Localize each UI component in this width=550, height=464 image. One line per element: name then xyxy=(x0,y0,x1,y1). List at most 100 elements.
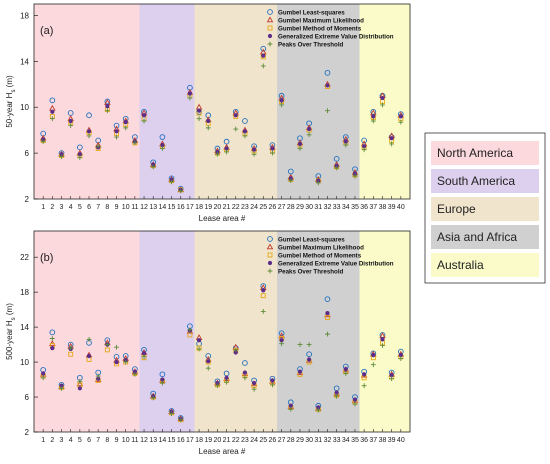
x-tick-label: 5 xyxy=(78,437,82,444)
data-point xyxy=(242,133,248,139)
x-tick-label: 2 xyxy=(50,437,54,444)
data-point xyxy=(141,118,147,124)
legend-label: Gumbel Maximum Likelihood xyxy=(278,245,364,252)
data-point xyxy=(114,129,119,134)
x-tick-label: 18 xyxy=(195,204,203,211)
region-legend-label: North America xyxy=(437,146,513,160)
data-point xyxy=(325,311,330,316)
data-point xyxy=(288,406,294,412)
region-band-asia-and-africa xyxy=(277,231,360,432)
x-tick-label: 4 xyxy=(69,437,73,444)
data-point xyxy=(306,132,312,138)
data-point xyxy=(342,134,349,140)
x-tick-label: 9 xyxy=(115,204,119,211)
region-band-north-america xyxy=(34,4,140,199)
data-point xyxy=(196,346,202,352)
legend-marker xyxy=(267,236,273,242)
x-tick-label: 30 xyxy=(305,437,313,444)
data-point xyxy=(68,351,74,357)
data-point xyxy=(306,342,312,348)
x-tick-label: 13 xyxy=(149,204,157,211)
data-point xyxy=(59,383,64,388)
data-point xyxy=(86,353,92,359)
data-point xyxy=(251,151,257,157)
data-point xyxy=(270,378,275,383)
x-tick-label: 22 xyxy=(232,204,240,211)
data-point xyxy=(307,357,312,362)
x-tick-label: 38 xyxy=(379,204,387,211)
data-point xyxy=(159,371,166,378)
data-point xyxy=(215,383,220,389)
data-point xyxy=(114,344,119,350)
data-point xyxy=(86,129,92,134)
data-point xyxy=(113,353,120,360)
data-point xyxy=(206,359,211,364)
region-legend-swatch xyxy=(431,225,539,249)
y-tick-label: 2 xyxy=(25,195,30,204)
data-point xyxy=(41,371,46,376)
x-tick-label: 24 xyxy=(250,204,258,211)
legend-label: Peaks Over Threshold xyxy=(278,269,344,276)
data-point xyxy=(270,146,275,151)
data-point xyxy=(398,119,404,125)
data-point xyxy=(334,390,339,395)
data-point xyxy=(169,179,174,185)
data-point xyxy=(315,180,321,186)
x-tick-label: 11 xyxy=(131,437,138,444)
data-point xyxy=(233,350,238,355)
region-band-europe xyxy=(194,4,278,199)
x-tick-label: 6 xyxy=(87,437,91,444)
legend-marker xyxy=(266,16,274,23)
x-tick-label: 36 xyxy=(360,437,368,444)
data-point xyxy=(242,370,248,375)
data-point xyxy=(343,142,349,148)
data-point xyxy=(398,352,403,358)
x-tick-label: 40 xyxy=(397,437,405,444)
data-point xyxy=(370,362,376,368)
plot-frame xyxy=(33,230,411,433)
data-point xyxy=(159,134,166,140)
data-point xyxy=(343,371,349,376)
x-tick-label: 38 xyxy=(379,437,387,444)
data-point xyxy=(260,293,266,299)
data-point xyxy=(68,118,73,124)
data-point xyxy=(196,108,202,113)
x-tick-label: 40 xyxy=(397,204,405,211)
x-tick-label: 20 xyxy=(214,204,222,211)
x-tick-label: 20 xyxy=(214,437,222,444)
data-point xyxy=(104,347,110,353)
x-tick-label: 28 xyxy=(287,437,295,444)
region-band-australia xyxy=(359,231,410,432)
x-tick-label: 18 xyxy=(195,437,203,444)
x-tick-label: 23 xyxy=(241,204,249,211)
data-point xyxy=(178,417,184,423)
x-tick-label: 3 xyxy=(60,204,64,211)
data-point xyxy=(297,141,303,147)
x-tick-label: 33 xyxy=(333,437,341,444)
x-tick-label: 1 xyxy=(41,204,45,211)
panel-label: (b) xyxy=(40,252,53,264)
x-tick-label: 6 xyxy=(87,204,91,211)
data-point xyxy=(187,91,193,96)
region-legend-label: South America xyxy=(437,174,515,188)
x-tick-label: 36 xyxy=(360,204,368,211)
data-point xyxy=(389,141,395,147)
data-point xyxy=(132,371,138,377)
legend-marker xyxy=(266,243,274,250)
series-generalized-extreme-value-distribution xyxy=(41,53,403,192)
x-tick-label: 13 xyxy=(149,437,157,444)
x-tick-label: 26 xyxy=(269,204,277,211)
data-point xyxy=(123,359,129,365)
data-point xyxy=(352,397,358,402)
legend-label: Gumbel Least-squares xyxy=(278,237,345,244)
data-point xyxy=(352,166,358,173)
x-tick-label: 11 xyxy=(131,204,138,211)
data-point xyxy=(196,338,202,343)
data-point xyxy=(380,95,385,101)
x-tick-label: 32 xyxy=(324,204,332,211)
data-point xyxy=(178,188,184,194)
data-point xyxy=(361,137,367,144)
data-point xyxy=(206,118,211,124)
x-tick-label: 29 xyxy=(296,437,304,444)
x-tick-label: 37 xyxy=(369,204,377,211)
